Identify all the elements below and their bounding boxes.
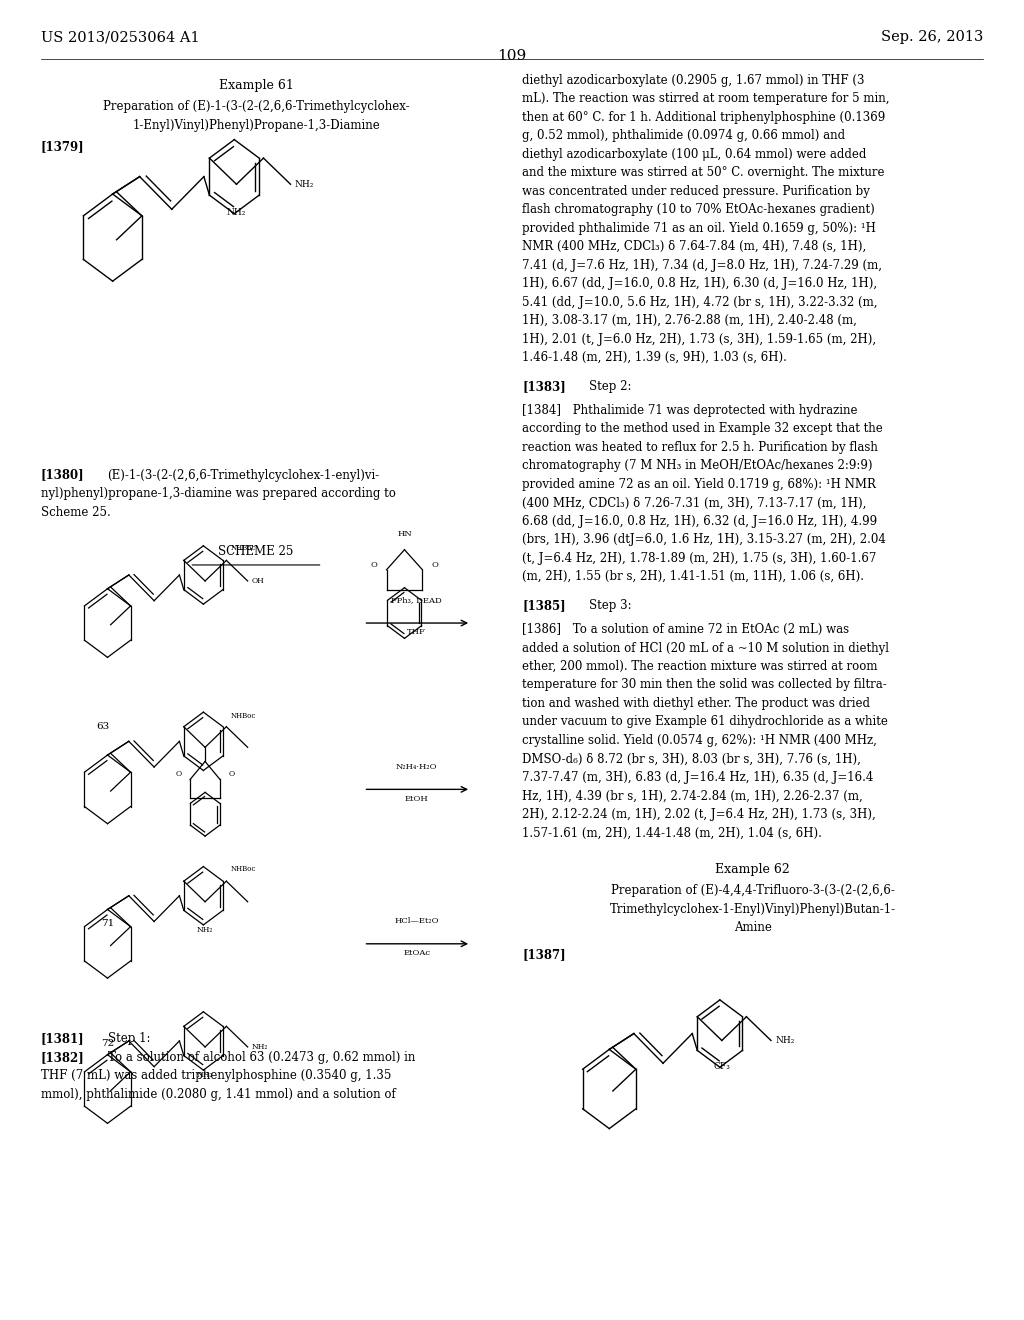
Text: NMR (400 MHz, CDCl₃) δ 7.64-7.84 (m, 4H), 7.48 (s, 1H),: NMR (400 MHz, CDCl₃) δ 7.64-7.84 (m, 4H)… [522,240,866,253]
Text: THF (7 mL) was added triphenylphosphine (0.3540 g, 1.35: THF (7 mL) was added triphenylphosphine … [41,1069,391,1082]
Text: [1383]: [1383] [522,380,566,393]
Text: Trimethylcyclohex-1-Enyl)Vinyl)Phenyl)Butan-1-: Trimethylcyclohex-1-Enyl)Vinyl)Phenyl)Bu… [609,903,896,916]
Text: 1H), 3.08-3.17 (m, 1H), 2.76-2.88 (m, 1H), 2.40-2.48 (m,: 1H), 3.08-3.17 (m, 1H), 2.76-2.88 (m, 1H… [522,314,857,327]
Text: reaction was heated to reflux for 2.5 h. Purification by flash: reaction was heated to reflux for 2.5 h.… [522,441,879,454]
Text: under vacuum to give Example 61 dihydrochloride as a white: under vacuum to give Example 61 dihydroc… [522,715,888,729]
Text: [1380]: [1380] [41,469,85,482]
Text: Sep. 26, 2013: Sep. 26, 2013 [881,30,983,45]
Text: added a solution of HCl (20 mL of a ~10 M solution in diethyl: added a solution of HCl (20 mL of a ~10 … [522,642,889,655]
Text: 7.41 (d, J=7.6 Hz, 1H), 7.34 (d, J=8.0 Hz, 1H), 7.24-7.29 (m,: 7.41 (d, J=7.6 Hz, 1H), 7.34 (d, J=8.0 H… [522,259,883,272]
Text: 1-Enyl)Vinyl)Phenyl)Propane-1,3-Diamine: 1-Enyl)Vinyl)Phenyl)Propane-1,3-Diamine [132,119,380,132]
Text: CF₃: CF₃ [714,1061,730,1071]
Text: Example 61: Example 61 [218,79,294,92]
Text: diethyl azodicarboxylate (100 μL, 0.64 mmol) were added: diethyl azodicarboxylate (100 μL, 0.64 m… [522,148,866,161]
Text: O: O [228,770,234,779]
Text: Step 1:: Step 1: [108,1032,151,1045]
Text: [1379]: [1379] [41,140,85,153]
Text: OH: OH [252,577,264,585]
Text: Step 2:: Step 2: [589,380,632,393]
Text: HCl—Et₂O: HCl—Et₂O [394,917,439,925]
Text: 7.37-7.47 (m, 3H), 6.83 (d, J=16.4 Hz, 1H), 6.35 (d, J=16.4: 7.37-7.47 (m, 3H), 6.83 (d, J=16.4 Hz, 1… [522,771,873,784]
Text: crystalline solid. Yield (0.0574 g, 62%): ¹H NMR (400 MHz,: crystalline solid. Yield (0.0574 g, 62%)… [522,734,878,747]
Text: EtOAc: EtOAc [403,949,430,957]
Text: g, 0.52 mmol), phthalimide (0.0974 g, 0.66 mmol) and: g, 0.52 mmol), phthalimide (0.0974 g, 0.… [522,129,846,143]
Text: ether, 200 mmol). The reaction mixture was stirred at room: ether, 200 mmol). The reaction mixture w… [522,660,878,673]
Text: temperature for 30 min then the solid was collected by filtra-: temperature for 30 min then the solid wa… [522,678,887,692]
Text: 72: 72 [101,1039,114,1048]
Text: US 2013/0253064 A1: US 2013/0253064 A1 [41,30,200,45]
Text: mmol), phthalimide (0.2080 g, 1.41 mmol) and a solution of: mmol), phthalimide (0.2080 g, 1.41 mmol)… [41,1088,395,1101]
Text: chromatography (7 M NH₃ in MeOH/EtOAc/hexanes 2:9:9): chromatography (7 M NH₃ in MeOH/EtOAc/he… [522,459,872,473]
Text: [1386] To a solution of amine 72 in EtOAc (2 mL) was: [1386] To a solution of amine 72 in EtOA… [522,623,849,636]
Text: tion and washed with diethyl ether. The product was dried: tion and washed with diethyl ether. The … [522,697,870,710]
Text: 1H), 6.67 (dd, J=16.0, 0.8 Hz, 1H), 6.30 (d, J=16.0 Hz, 1H),: 1H), 6.67 (dd, J=16.0, 0.8 Hz, 1H), 6.30… [522,277,878,290]
Text: 1.57-1.61 (m, 2H), 1.44-1.48 (m, 2H), 1.04 (s, 6H).: 1.57-1.61 (m, 2H), 1.44-1.48 (m, 2H), 1.… [522,826,822,840]
Text: 71: 71 [101,919,114,928]
Text: [1384] Phthalimide 71 was deprotected with hydrazine: [1384] Phthalimide 71 was deprotected wi… [522,404,858,417]
Text: [1382]: [1382] [41,1051,85,1064]
Text: 2H), 2.12-2.24 (m, 1H), 2.02 (t, J=6.4 Hz, 2H), 1.73 (s, 3H),: 2H), 2.12-2.24 (m, 1H), 2.02 (t, J=6.4 H… [522,808,876,821]
Text: 1.46-1.48 (m, 2H), 1.39 (s, 9H), 1.03 (s, 6H).: 1.46-1.48 (m, 2H), 1.39 (s, 9H), 1.03 (s… [522,351,787,364]
Text: 63: 63 [96,722,109,731]
Text: 5.41 (dd, J=10.0, 5.6 Hz, 1H), 4.72 (br s, 1H), 3.22-3.32 (m,: 5.41 (dd, J=10.0, 5.6 Hz, 1H), 4.72 (br … [522,296,878,309]
Text: O: O [432,561,438,569]
Text: NH₂: NH₂ [197,1071,213,1078]
Text: EtOH: EtOH [404,795,429,803]
Text: provided amine 72 as an oil. Yield 0.1719 g, 68%): ¹H NMR: provided amine 72 as an oil. Yield 0.171… [522,478,877,491]
Text: THF: THF [408,628,426,636]
Text: NH₂: NH₂ [295,180,314,189]
Text: (400 MHz, CDCl₃) δ 7.26-7.31 (m, 3H), 7.13-7.17 (m, 1H),: (400 MHz, CDCl₃) δ 7.26-7.31 (m, 3H), 7.… [522,496,866,510]
Text: nyl)phenyl)propane-1,3-diamine was prepared according to: nyl)phenyl)propane-1,3-diamine was prepa… [41,487,396,500]
Text: Preparation of (E)-4,4,4-Trifluoro-3-(3-(2-(2,6,6-: Preparation of (E)-4,4,4-Trifluoro-3-(3-… [610,884,895,898]
Text: was concentrated under reduced pressure. Purification by: was concentrated under reduced pressure.… [522,185,870,198]
Text: and the mixture was stirred at 50° C. overnight. The mixture: and the mixture was stirred at 50° C. ov… [522,166,885,180]
Text: HN: HN [397,529,412,537]
Text: mL). The reaction was stirred at room temperature for 5 min,: mL). The reaction was stirred at room te… [522,92,890,106]
Text: 109: 109 [498,49,526,63]
Text: Example 62: Example 62 [716,863,790,876]
Text: 6.68 (dd, J=16.0, 0.8 Hz, 1H), 6.32 (d, J=16.0 Hz, 1H), 4.99: 6.68 (dd, J=16.0, 0.8 Hz, 1H), 6.32 (d, … [522,515,878,528]
Text: provided phthalimide 71 as an oil. Yield 0.1659 g, 50%): ¹H: provided phthalimide 71 as an oil. Yield… [522,222,877,235]
Text: Amine: Amine [734,921,771,935]
Text: Scheme 25.: Scheme 25. [41,506,111,519]
Text: diethyl azodicarboxylate (0.2905 g, 1.67 mmol) in THF (3: diethyl azodicarboxylate (0.2905 g, 1.67… [522,74,864,87]
Text: flash chromatography (10 to 70% EtOAc-hexanes gradient): flash chromatography (10 to 70% EtOAc-he… [522,203,874,216]
Text: (brs, 1H), 3.96 (dtJ=6.0, 1.6 Hz, 1H), 3.15-3.27 (m, 2H), 2.04: (brs, 1H), 3.96 (dtJ=6.0, 1.6 Hz, 1H), 3… [522,533,886,546]
Text: NHBoc: NHBoc [230,544,256,553]
Text: Preparation of (E)-1-(3-(2-(2,6,6-Trimethylcyclohex-: Preparation of (E)-1-(3-(2-(2,6,6-Trimet… [102,100,410,114]
Text: (E)-1-(3-(2-(2,6,6-Trimethylcyclohex-1-enyl)vi-: (E)-1-(3-(2-(2,6,6-Trimethylcyclohex-1-e… [108,469,380,482]
Text: O: O [371,561,377,569]
Text: Hz, 1H), 4.39 (br s, 1H), 2.74-2.84 (m, 1H), 2.26-2.37 (m,: Hz, 1H), 4.39 (br s, 1H), 2.74-2.84 (m, … [522,789,863,803]
Text: [1385]: [1385] [522,599,566,612]
Text: DMSO-d₆) δ 8.72 (br s, 3H), 8.03 (br s, 3H), 7.76 (s, 1H),: DMSO-d₆) δ 8.72 (br s, 3H), 8.03 (br s, … [522,752,861,766]
Text: NHBoc: NHBoc [230,711,256,721]
Text: according to the method used in Example 32 except that the: according to the method used in Example … [522,422,883,436]
Text: NH₂: NH₂ [226,209,246,216]
Text: SCHEME 25: SCHEME 25 [218,545,294,558]
Text: O: O [176,770,182,779]
Text: (m, 2H), 1.55 (br s, 2H), 1.41-1.51 (m, 11H), 1.06 (s, 6H).: (m, 2H), 1.55 (br s, 2H), 1.41-1.51 (m, … [522,570,864,583]
Text: [1387]: [1387] [522,948,566,961]
Text: NH₂: NH₂ [775,1036,795,1045]
Text: PPh₃, DEAD: PPh₃, DEAD [391,597,442,605]
Text: To a solution of alcohol 63 (0.2473 g, 0.62 mmol) in: To a solution of alcohol 63 (0.2473 g, 0… [108,1051,415,1064]
Text: NHBoc: NHBoc [230,865,256,874]
Text: NH₂: NH₂ [197,925,213,933]
Text: then at 60° C. for 1 h. Additional triphenylphosphine (0.1369: then at 60° C. for 1 h. Additional triph… [522,111,886,124]
Text: N₂H₄·H₂O: N₂H₄·H₂O [396,763,437,771]
Text: (t, J=6.4 Hz, 2H), 1.78-1.89 (m, 2H), 1.75 (s, 3H), 1.60-1.67: (t, J=6.4 Hz, 2H), 1.78-1.89 (m, 2H), 1.… [522,552,877,565]
Text: NH₂: NH₂ [252,1043,268,1051]
Text: Step 3:: Step 3: [589,599,632,612]
Text: [1381]: [1381] [41,1032,85,1045]
Text: 1H), 2.01 (t, J=6.0 Hz, 2H), 1.73 (s, 3H), 1.59-1.65 (m, 2H),: 1H), 2.01 (t, J=6.0 Hz, 2H), 1.73 (s, 3H… [522,333,877,346]
